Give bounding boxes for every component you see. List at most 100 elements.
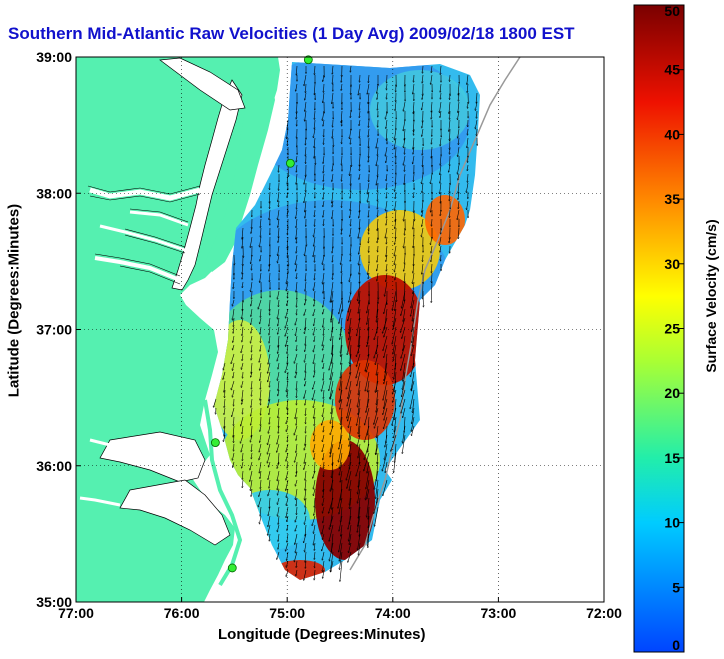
velocity-arrow xyxy=(314,254,315,262)
station-markers xyxy=(210,55,313,573)
velocity-arrow xyxy=(341,479,343,500)
velocity-arrow xyxy=(422,263,424,274)
velocity-arrow xyxy=(366,398,370,413)
velocity-arrow xyxy=(260,362,262,370)
velocity-arrow xyxy=(359,245,361,254)
velocity-arrow xyxy=(287,209,288,217)
velocity-arrow xyxy=(251,344,252,352)
velocity-arrow xyxy=(458,92,459,101)
velocity-arrow xyxy=(295,407,298,419)
velocity-arrow xyxy=(411,416,415,432)
velocity-arrow xyxy=(323,398,325,407)
velocity-arrow xyxy=(277,551,280,560)
velocity-arrow xyxy=(449,119,451,132)
velocity-arrow xyxy=(341,416,343,429)
velocity-arrow xyxy=(260,218,261,228)
velocity-arrow xyxy=(296,272,297,279)
velocity-arrow xyxy=(251,443,252,452)
velocity-arrow xyxy=(404,263,406,271)
velocity-arrow xyxy=(383,335,388,351)
velocity-arrow xyxy=(278,542,280,549)
velocity-arrow xyxy=(394,452,397,473)
velocity-arrow xyxy=(322,353,325,362)
velocity-arrow xyxy=(269,191,270,203)
velocity-arrow xyxy=(296,110,297,119)
velocity-arrow xyxy=(242,353,244,361)
velocity-arrow xyxy=(277,470,280,481)
velocity-arrow xyxy=(376,389,379,405)
velocity-arrow xyxy=(305,362,306,372)
velocity-arrow xyxy=(296,218,298,228)
velocity-arrow xyxy=(476,110,477,118)
velocity-arrow xyxy=(305,425,306,433)
velocity-arrow xyxy=(332,173,334,182)
velocity-arrow xyxy=(350,254,351,261)
velocity-arrow xyxy=(305,434,307,446)
velocity-arrow xyxy=(376,443,379,455)
velocity-arrow xyxy=(278,389,280,396)
velocity-arrow xyxy=(323,164,324,173)
velocity-arrow xyxy=(368,434,370,452)
velocity-arrow xyxy=(401,353,406,371)
velocity-arrow xyxy=(346,371,352,389)
velocity-arrow xyxy=(359,164,360,171)
velocity-arrow xyxy=(295,524,298,531)
velocity-arrow xyxy=(347,335,352,355)
velocity-arrow xyxy=(332,290,334,302)
velocity-arrow xyxy=(296,65,297,75)
velocity-arrow xyxy=(278,317,280,326)
velocity-arrow xyxy=(285,542,289,551)
velocity-arrow xyxy=(296,461,297,473)
velocity-arrow xyxy=(422,200,424,212)
velocity-arrow xyxy=(413,101,414,114)
velocity-arrow xyxy=(268,398,271,408)
velocity-arrow xyxy=(313,245,316,257)
velocity-arrow xyxy=(314,542,315,551)
velocity-arrow xyxy=(394,128,397,140)
velocity-arrow xyxy=(413,263,415,273)
velocity-arrow xyxy=(277,497,280,505)
velocity-arrow xyxy=(386,155,388,163)
velocity-arrow xyxy=(251,488,253,497)
velocity-arrow xyxy=(350,227,352,237)
velocity-arrow xyxy=(449,191,450,201)
velocity-arrow xyxy=(368,416,370,435)
velocity-arrow xyxy=(296,83,298,91)
velocity-arrow xyxy=(287,191,289,198)
velocity-arrow xyxy=(251,398,253,408)
velocity-arrow xyxy=(304,353,307,362)
velocity-arrow xyxy=(269,272,270,282)
velocity-arrow xyxy=(422,173,424,184)
velocity-arrow xyxy=(348,515,352,529)
velocity-arrow xyxy=(359,254,361,265)
velocity-region xyxy=(310,420,350,470)
velocity-arrow xyxy=(413,83,415,94)
velocity-arrow xyxy=(341,335,343,353)
velocity-arrow xyxy=(440,92,441,99)
y-tick-label: 38:00 xyxy=(36,185,72,201)
y-tick-label: 37:00 xyxy=(36,322,72,338)
velocity-arrow xyxy=(440,182,442,194)
velocity-arrow xyxy=(260,308,261,318)
velocity-arrow xyxy=(394,362,397,379)
velocity-arrow xyxy=(431,65,432,73)
velocity-arrow xyxy=(348,308,352,321)
velocity-arrow xyxy=(242,461,244,468)
colorbar-tick-label: 10 xyxy=(664,515,680,531)
velocity-arrow xyxy=(401,299,406,316)
velocity-arrow xyxy=(224,380,226,392)
velocity-arrow xyxy=(358,542,361,555)
velocity-arrow xyxy=(267,443,271,454)
velocity-arrow xyxy=(400,317,406,333)
velocity-arrow xyxy=(349,326,352,340)
velocity-arrow xyxy=(232,407,235,417)
velocity-arrow xyxy=(359,263,361,274)
velocity-arrow xyxy=(411,299,415,316)
velocity-arrow xyxy=(323,281,325,293)
velocity-arrow xyxy=(304,173,307,184)
velocity-arrow xyxy=(332,128,333,138)
velocity-arrow xyxy=(268,362,271,373)
velocity-arrow xyxy=(377,236,378,243)
velocity-arrow xyxy=(332,65,333,74)
velocity-arrow xyxy=(223,434,226,442)
